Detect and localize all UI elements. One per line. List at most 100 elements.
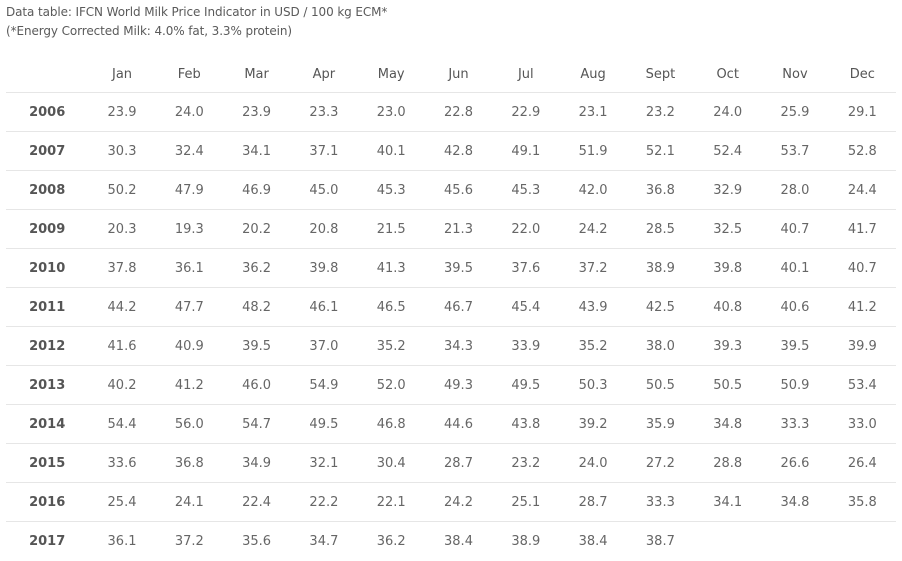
value-cell: 34.9 — [222, 443, 291, 483]
value-cell: 23.2 — [492, 443, 560, 483]
table-row: 2006 23.9 24.0 23.9 23.3 23.0 22.8 22.9 23.1 23.2… — [6, 92, 896, 132]
value-cell: 39.5 — [424, 248, 493, 288]
value-cell: 24.4 — [828, 170, 896, 210]
year-cell: 2008 — [6, 170, 89, 210]
year-cell: 2009 — [6, 209, 89, 249]
value-cell — [829, 522, 896, 561]
value-cell: 24.1 — [155, 482, 223, 522]
value-cell: 25.9 — [761, 92, 829, 132]
year-cell: 2014 — [6, 404, 89, 444]
value-cell: 25.1 — [492, 482, 560, 522]
value-cell: 37.2 — [174, 533, 204, 549]
table-header: Jan Feb Mar Apr May Jun Jul Aug Sept Oct Nov Dec — [6, 56, 896, 93]
value-cell: 46.0 — [222, 365, 291, 405]
value-cell: 28.5 — [626, 209, 695, 249]
year-cell: 2017 — [29, 533, 66, 549]
value-cell: 46.5 — [357, 287, 425, 327]
value-cell: 37.0 — [290, 326, 358, 366]
value-cell: 45.4 — [492, 287, 560, 327]
value-cell: 28.7 — [559, 482, 627, 522]
value-cell: 23.0 — [357, 92, 425, 132]
header-cell-month: May — [357, 56, 425, 93]
value-cell: 22.9 — [492, 92, 560, 132]
value-cell: 40.8 — [694, 287, 762, 327]
header-cell-month: Mar — [222, 56, 291, 93]
value-cell: 26.6 — [761, 443, 829, 483]
value-cell: 38.9 — [626, 248, 695, 288]
value-cell: 41.6 — [88, 326, 156, 366]
header-cell-month: Oct — [694, 56, 762, 93]
value-cell: 43.9 — [559, 287, 627, 327]
value-cell: 46.1 — [290, 287, 358, 327]
header-cell-month: Aug — [559, 56, 627, 93]
value-cell: 49.5 — [290, 404, 358, 444]
value-cell: 52.1 — [626, 131, 695, 171]
value-cell: 36.2 — [376, 533, 406, 549]
value-cell: 22.0 — [492, 209, 560, 249]
value-cell: 42.5 — [626, 287, 695, 327]
value-cell: 28.7 — [424, 443, 493, 483]
table-row: 2008 50.2 47.9 46.9 45.0 45.3 45.6 45.3 42.0 36.8… — [6, 170, 896, 210]
value-cell: 54.7 — [222, 404, 291, 444]
value-cell: 52.4 — [694, 131, 762, 171]
value-cell: 37.8 — [88, 248, 156, 288]
value-cell: 50.5 — [694, 365, 762, 405]
header-cell-month: Apr — [290, 56, 358, 93]
value-cell: 33.3 — [761, 404, 829, 444]
table-heading: Data table: IFCN World Milk Price Indica… — [6, 3, 387, 41]
value-cell: 35.2 — [357, 326, 425, 366]
value-cell: 35.2 — [559, 326, 627, 366]
table-subtitle: (*Energy Corrected Milk: 4.0% fat, 3.3% … — [6, 24, 293, 38]
year-cell: 2006 — [6, 92, 89, 132]
year-cell: 2007 — [6, 131, 89, 171]
value-cell: 32.1 — [290, 443, 358, 483]
value-cell: 45.3 — [492, 170, 560, 210]
value-cell: 49.3 — [424, 365, 493, 405]
value-cell: 46.8 — [357, 404, 425, 444]
table-row: 2007 30.3 32.4 34.1 37.1 40.1 42.8 49.1 51.9 52.1… — [6, 131, 896, 171]
value-cell: 20.2 — [222, 209, 291, 249]
header-cell-month: Jun — [424, 56, 493, 93]
value-cell: 39.2 — [559, 404, 627, 444]
value-cell: 46.9 — [222, 170, 291, 210]
value-cell: 46.7 — [424, 287, 493, 327]
value-cell: 24.0 — [155, 92, 223, 132]
value-cell: 40.6 — [761, 287, 829, 327]
value-cell: 42.8 — [424, 131, 493, 171]
table-row: 2013 40.2 41.2 46.0 54.9 52.0 49.3 49.5 50.3 50.5… — [6, 365, 896, 405]
value-cell: 28.8 — [694, 443, 762, 483]
value-cell: 44.2 — [88, 287, 156, 327]
value-cell: 45.0 — [290, 170, 358, 210]
value-cell: 39.8 — [694, 248, 762, 288]
value-cell: 33.6 — [88, 443, 156, 483]
value-cell: 21.5 — [357, 209, 425, 249]
value-cell: 38.0 — [626, 326, 695, 366]
header-cell-month: Dec — [828, 56, 896, 93]
value-cell: 47.7 — [155, 287, 223, 327]
value-cell: 40.7 — [828, 248, 896, 288]
value-cell: 50.2 — [88, 170, 156, 210]
value-cell: 52.8 — [828, 131, 896, 171]
value-cell: 39.5 — [222, 326, 291, 366]
value-cell: 40.9 — [155, 326, 223, 366]
value-cell: 44.6 — [424, 404, 493, 444]
value-cell: 33.9 — [492, 326, 560, 366]
value-cell: 48.2 — [222, 287, 291, 327]
value-cell: 39.8 — [290, 248, 358, 288]
header-cell-month: Nov — [761, 56, 829, 93]
value-cell: 34.7 — [309, 533, 339, 549]
value-cell: 56.0 — [155, 404, 223, 444]
value-cell: 23.9 — [222, 92, 291, 132]
value-cell: 45.6 — [424, 170, 493, 210]
value-cell: 42.0 — [559, 170, 627, 210]
value-cell: 29.1 — [828, 92, 896, 132]
milk-price-table: Jan Feb Mar Apr May Jun Jul Aug Sept Oct Nov Dec 20… — [6, 56, 896, 560]
value-cell: 49.1 — [492, 131, 560, 171]
value-cell: 39.9 — [828, 326, 896, 366]
table-row: 2010 37.8 36.1 36.2 39.8 41.3 39.5 37.6 37.2 38.9… — [6, 248, 896, 288]
value-cell: 19.3 — [155, 209, 223, 249]
value-cell: 39.3 — [694, 326, 762, 366]
value-cell: 39.5 — [761, 326, 829, 366]
header-row: Jan Feb Mar Apr May Jun Jul Aug Sept Oct Nov Dec — [6, 56, 896, 93]
value-cell: 25.4 — [88, 482, 156, 522]
